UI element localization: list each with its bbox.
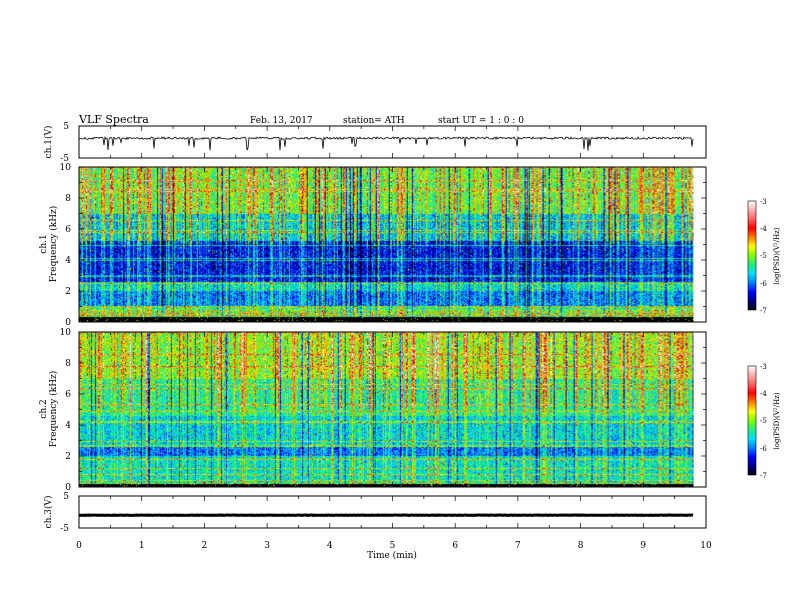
x-tick-label: 4: [327, 541, 333, 551]
ch1-colorbar-tick: -5: [760, 252, 767, 260]
ch2-colorbar-tick: -3: [760, 363, 767, 371]
x-tick-label: 8: [578, 541, 584, 551]
ch1-freq-tick: 10: [60, 163, 72, 173]
ch2-freq-tick: 0: [65, 483, 71, 493]
ch1-freq-tick: 2: [65, 287, 71, 297]
ch3-ytick-bottom: -5: [60, 524, 69, 534]
station-label: station= ATH: [343, 116, 405, 126]
ch2-freq-tick-labels: 0 2 4 6 8 10: [60, 328, 72, 493]
ch1-colorbar-tick: -6: [760, 280, 767, 288]
ch2-freq-tick: 10: [60, 328, 72, 338]
ch3-ytick-top: 5: [63, 492, 69, 502]
ch2-colorbar-tick: -5: [760, 417, 767, 425]
ch2-colorbar-tick: -4: [760, 390, 767, 398]
x-tick-label: 7: [515, 541, 521, 551]
start-time-label: start UT = 1 : 0 : 0: [438, 116, 524, 126]
x-tick-label: 9: [640, 541, 646, 551]
axis-ticks: [78, 126, 707, 528]
ch3-waveform-ylabel: ch.3(V): [43, 496, 54, 529]
ch1-colorbar: -3 -4 -5 -6 -7 log(PSD)(V²/Hz): [747, 198, 781, 315]
ch2-freq-tick: 2: [65, 452, 71, 462]
ch1-ytick-bottom: -5: [60, 154, 69, 164]
ch2-colorbar-scale: [747, 365, 757, 476]
ch1-freq-tick: 4: [65, 256, 71, 266]
ch2-freq-tick: 6: [65, 390, 71, 400]
x-tick-label: 5: [390, 541, 396, 551]
ch2-freq-tick: 8: [65, 359, 71, 369]
ch2-colorbar-tick: -6: [760, 445, 767, 453]
ch1-colorbar-tick: -4: [760, 225, 767, 233]
ch1-colorbar-scale: [747, 200, 757, 311]
x-tick-label: 2: [202, 541, 208, 551]
ch2-colorbar: -3 -4 -5 -6 -7 log(PSD)(V²/Hz): [747, 363, 781, 480]
ch1-waveform-trace: [78, 135, 694, 151]
ch1-freq-tick: 0: [65, 318, 71, 328]
x-tick-label: 3: [264, 541, 270, 551]
ch1-freq-tick: 6: [65, 225, 71, 235]
ch2-spectrogram-image: [79, 332, 694, 487]
x-tick-label: 10: [700, 541, 712, 551]
ch1-freq-tick: 8: [65, 194, 71, 204]
x-tick-label: 0: [76, 541, 82, 551]
ch1-colorbar-label: log(PSD)(V²/Hz): [773, 227, 781, 284]
ch2-spectrogram-ylabel: ch.2Frequency (kHz): [39, 371, 59, 448]
ch2-colorbar-tick: -7: [760, 472, 767, 480]
ch1-spectrogram-image: [79, 167, 694, 322]
ch1-colorbar-tick: -7: [760, 307, 767, 315]
ch2-freq-tick: 4: [65, 421, 71, 431]
x-axis-label: Time (min): [367, 550, 417, 561]
ch1-spectrogram-ylabel: ch.1Frequency (kHz): [39, 206, 59, 283]
figure-title: VLF Spectra: [78, 113, 149, 126]
x-tick-label: 6: [452, 541, 458, 551]
date-label: Feb. 13, 2017: [250, 116, 313, 126]
ch1-waveform-ylabel: ch.1(V): [43, 126, 54, 159]
ch1-freq-tick-labels: 0 2 4 6 8 10: [60, 163, 72, 328]
x-tick-label: 1: [139, 541, 145, 551]
ch1-colorbar-tick: -3: [760, 198, 767, 206]
ch2-colorbar-label: log(PSD)(V²/Hz): [773, 392, 781, 449]
ch1-ytick-top: 5: [63, 122, 69, 132]
x-tick-labels: 0 1 2 3 4 5 6 7 8 9 10: [76, 541, 712, 551]
